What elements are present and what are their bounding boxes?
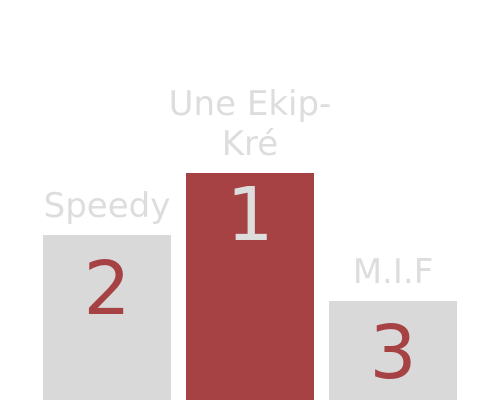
rank-number-first: 1 [226,172,274,258]
rank-number-second: 2 [83,246,131,332]
podium-block-second: 2 [43,235,171,400]
team-name-second: Speedy [43,186,171,226]
podium-block-third: 3 [329,301,457,400]
podium-slot-second: Speedy 2 [43,0,171,400]
team-name-third: M.I.F [352,252,434,292]
team-name-first: Une Ekip-Kré [168,84,332,164]
podium-slot-first: Une Ekip-Kré 1 [169,0,331,400]
podium-slot-third: M.I.F 3 [329,0,457,400]
rank-number-third: 3 [369,310,417,396]
podium-block-first: 1 [186,173,314,400]
